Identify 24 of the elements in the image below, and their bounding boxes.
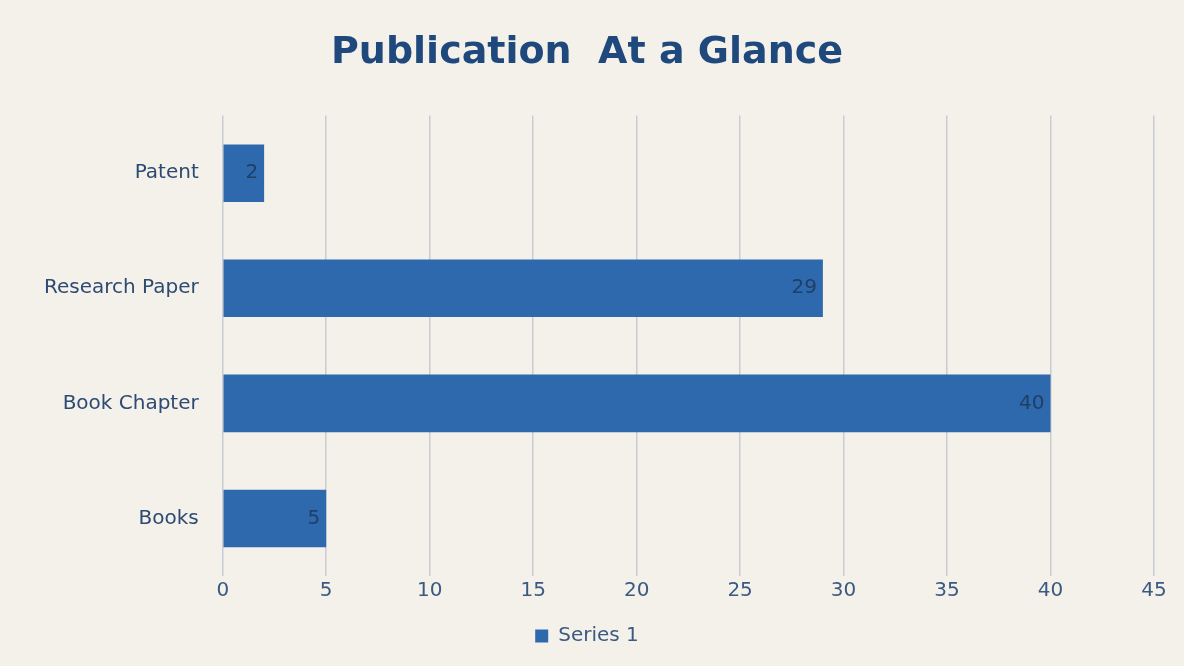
legend-label: Series 1 [558,622,639,647]
data-label: 29 [791,274,817,299]
x-tick-label: 15 [520,577,546,602]
bar [223,374,1051,433]
y-tick-label: Books [138,504,199,529]
x-tick-label: 45 [1141,577,1167,602]
x-tick-label: 0 [216,577,230,602]
x-tick-label: 35 [934,577,960,602]
y-tick-label: Research Paper [43,274,200,299]
data-label: 40 [1019,389,1045,414]
x-tick-label: 25 [727,577,753,602]
bar [223,259,823,318]
y-tick-label: Book Chapter [62,389,200,414]
data-label: 5 [307,504,321,529]
y-tick-label: Patent [134,159,199,184]
data-label: 2 [245,159,259,184]
x-tick-label: 10 [416,577,443,602]
x-tick-label: 40 [1037,577,1064,602]
x-tick-label: 5 [319,577,333,602]
x-tick-label: 30 [830,577,857,602]
bar [223,489,327,548]
chart-title: Publication At a Glance [330,27,844,72]
bar [223,144,265,202]
x-tick-label: 20 [623,577,650,602]
